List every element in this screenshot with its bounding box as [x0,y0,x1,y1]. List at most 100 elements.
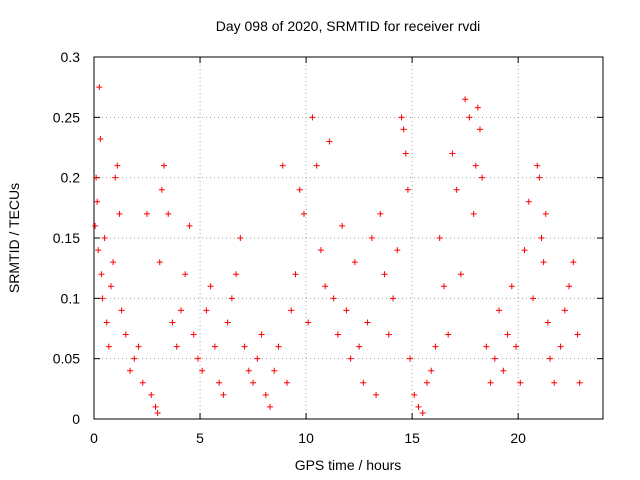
data-point [105,343,112,350]
data-point [322,283,329,290]
data-point [557,343,564,350]
data-point [96,84,103,91]
x-tick-label: 0 [90,430,98,446]
data-point [220,391,227,398]
data-point [546,355,553,362]
data-point [250,379,257,386]
data-point [487,379,494,386]
data-point [275,343,282,350]
data-point [271,367,278,374]
data-point [561,307,568,314]
data-point [288,307,295,314]
data-point [377,210,384,217]
data-point [470,210,477,217]
y-tick-label: 0.15 [53,230,80,246]
data-point [479,174,486,181]
data-point [483,343,490,350]
data-point [390,295,397,302]
y-tick-label: 0.25 [53,109,80,125]
data-point [474,104,481,111]
data-point [360,379,367,386]
data-point [544,319,551,326]
data-point [158,186,165,193]
x-axis-label: GPS time / hours [295,457,402,473]
data-point [517,379,524,386]
data-point [237,235,244,241]
ticks: 0 0.05 0.1 0.15 0.2 0.25 0.3 0 5 10 15 20 [53,49,603,446]
data-point [513,343,520,350]
data-point [457,271,464,278]
data-point [449,150,456,157]
data-point [536,174,543,181]
data-point [466,114,473,121]
data-point [203,307,210,314]
x-tick-label: 20 [510,430,526,446]
data-point [114,162,121,169]
data-point [279,162,286,169]
data-point [570,259,577,266]
data-point [241,343,248,350]
data-point [373,391,380,398]
data-point [93,174,100,181]
data-point [551,379,558,386]
y-axis-label: SRMTID / TECUs [6,183,22,293]
data-point [182,271,189,278]
data-point [254,355,261,362]
data-point [173,343,180,350]
x-tick-label: 15 [404,430,420,446]
data-point [92,222,99,229]
data-point [283,379,290,386]
data-point [233,271,240,278]
data-point [521,247,528,254]
data-point [402,150,409,157]
data-point [112,174,119,181]
data-point [94,198,101,205]
data-point [98,271,105,278]
data-point [525,198,532,205]
data-point [190,331,197,338]
data-point [534,162,541,169]
data-point [160,162,167,169]
y-tick-label: 0.2 [61,170,81,186]
data-point [356,343,363,350]
data-point [347,355,354,362]
data-point [436,235,443,241]
data-point [211,343,218,350]
data-point [95,247,102,254]
data-point [419,409,426,416]
data-point [326,138,333,145]
data-point [542,210,549,217]
data-point [199,367,206,374]
y-tick-label: 0.1 [61,290,81,306]
data-point [177,307,184,314]
data-point [394,247,401,254]
data-point [540,259,547,266]
data-point [440,283,447,290]
data-point [258,331,265,338]
data-point [144,210,151,217]
data-point [472,162,479,169]
grid [94,57,603,419]
data-point [343,307,350,314]
x-tick-label: 5 [196,430,204,446]
data-point [432,343,439,350]
data-point [476,126,483,133]
data-point [423,379,430,386]
data-point [313,162,320,169]
data-point [364,319,371,326]
data-point [407,355,414,362]
data-point [428,367,435,374]
data-point [122,331,129,338]
x-tick-label: 10 [298,430,314,446]
data-point [300,210,307,217]
data-point [574,331,581,338]
y-tick-label: 0.05 [53,351,80,367]
y-tick-label: 0.3 [61,49,81,65]
data-point [207,283,214,290]
data-point [309,114,316,121]
data-point [381,271,388,278]
data-point [351,259,358,266]
data-point [504,331,511,338]
data-point [330,295,337,302]
data-point [296,186,303,193]
